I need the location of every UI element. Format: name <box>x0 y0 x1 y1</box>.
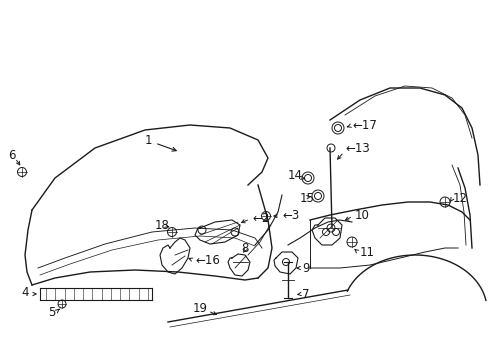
Text: 8: 8 <box>241 242 248 255</box>
Text: 10: 10 <box>354 208 369 221</box>
Text: ←16: ←16 <box>195 253 220 266</box>
Text: 11: 11 <box>359 246 374 258</box>
Text: 14: 14 <box>287 168 302 181</box>
Text: 12: 12 <box>452 192 467 204</box>
Text: 18: 18 <box>154 219 169 231</box>
Text: 19: 19 <box>192 302 207 315</box>
Text: 6: 6 <box>8 149 16 162</box>
Text: 7: 7 <box>302 288 309 301</box>
Text: ←13: ←13 <box>345 141 369 154</box>
Text: 1: 1 <box>144 134 151 147</box>
Text: 9: 9 <box>302 261 309 274</box>
Text: 15: 15 <box>299 192 314 204</box>
Text: 4: 4 <box>21 285 29 298</box>
Text: 5: 5 <box>48 306 56 319</box>
Text: ←3: ←3 <box>282 208 299 221</box>
Text: ←17: ←17 <box>351 118 376 131</box>
Text: ←2: ←2 <box>251 212 269 225</box>
